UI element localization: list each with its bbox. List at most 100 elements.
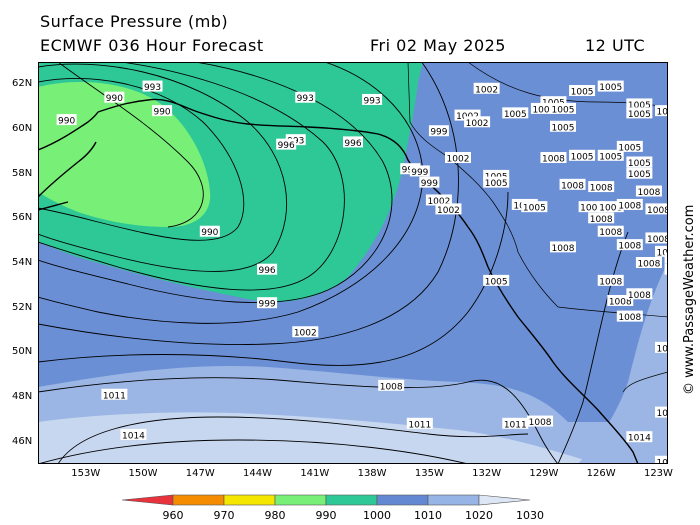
svg-text:1005: 1005 bbox=[628, 101, 651, 111]
svg-text:1008: 1008 bbox=[590, 215, 613, 225]
svg-text:1014: 1014 bbox=[657, 458, 668, 464]
isobar-label: 1008 bbox=[588, 212, 615, 225]
isobar-label: 990 bbox=[56, 114, 77, 127]
svg-text:1002: 1002 bbox=[294, 329, 317, 339]
lon-tick-label: 129W bbox=[529, 468, 559, 479]
isobar-label: 1008 bbox=[616, 198, 643, 211]
isobar-label: 1008 bbox=[635, 185, 662, 198]
isobar-label: 1005 bbox=[626, 167, 653, 180]
lon-tick-label: 132W bbox=[472, 468, 502, 479]
svg-text:1008: 1008 bbox=[637, 188, 660, 198]
svg-text:1008: 1008 bbox=[609, 297, 632, 307]
svg-text:1008: 1008 bbox=[599, 277, 622, 287]
isobar-label: 990 bbox=[199, 225, 220, 238]
svg-text:996: 996 bbox=[344, 139, 361, 149]
isobar-label: 1008 bbox=[597, 225, 624, 238]
band-1020-1030 bbox=[38, 412, 598, 464]
isobar-label: 999 bbox=[428, 125, 449, 138]
isobar-label: 1014 bbox=[655, 455, 668, 464]
svg-text:990: 990 bbox=[58, 117, 75, 127]
svg-text:990: 990 bbox=[201, 228, 218, 238]
svg-text:1008: 1008 bbox=[618, 201, 641, 211]
svg-text:1008: 1008 bbox=[542, 155, 565, 165]
isobar-label: 1002 bbox=[292, 326, 319, 339]
svg-text:996: 996 bbox=[278, 141, 295, 151]
svg-text:1005: 1005 bbox=[485, 277, 508, 287]
svg-text:990: 990 bbox=[106, 94, 123, 104]
isobar-label: 1008 bbox=[550, 241, 576, 254]
isobar-label: 1005 bbox=[521, 201, 548, 214]
svg-text:1002: 1002 bbox=[447, 155, 470, 165]
lat-tick-label: 60N bbox=[12, 123, 33, 134]
svg-text:1005: 1005 bbox=[485, 179, 508, 189]
legend-swatch bbox=[121, 494, 174, 506]
svg-text:1008: 1008 bbox=[647, 206, 668, 216]
isobar-label: 993 bbox=[362, 93, 383, 106]
lat-tick-label: 48N bbox=[12, 391, 33, 402]
legend-swatch bbox=[223, 494, 276, 506]
svg-text:1005: 1005 bbox=[599, 83, 622, 93]
isobar-label: 1008 bbox=[645, 203, 668, 216]
isobar-label: 1008 bbox=[626, 288, 653, 301]
svg-text:1008: 1008 bbox=[647, 235, 668, 245]
svg-text:1008: 1008 bbox=[380, 382, 403, 392]
svg-text:999: 999 bbox=[430, 128, 447, 138]
pressure-map: 9909939909909939939939969969999939999999… bbox=[38, 62, 668, 464]
lon-tick-label: 150W bbox=[128, 468, 158, 479]
lon-tick-label: 141W bbox=[300, 468, 330, 479]
legend-tick-label: 960 bbox=[162, 509, 184, 522]
isobar-label: 999 bbox=[419, 176, 440, 189]
isobar-label: 1005 bbox=[626, 156, 653, 169]
isobar-label: 1008 bbox=[616, 310, 643, 323]
svg-text:1008: 1008 bbox=[637, 260, 660, 270]
lat-tick-label: 62N bbox=[12, 78, 33, 90]
svg-text:1008: 1008 bbox=[529, 418, 552, 428]
isobar-label: 990 bbox=[152, 105, 173, 118]
isobar-label: 993 bbox=[295, 91, 316, 104]
isobar-label: 1008 bbox=[635, 257, 662, 270]
legend-tick-label: 980 bbox=[264, 509, 286, 522]
isobar-label: 1005 bbox=[616, 140, 643, 153]
svg-text:990: 990 bbox=[153, 108, 170, 118]
isobar-label: 993 bbox=[142, 80, 163, 93]
isobar-label: 1008 bbox=[655, 245, 668, 258]
legend-tick-label: 1010 bbox=[414, 509, 442, 522]
legend-tick-label: 970 bbox=[213, 509, 235, 522]
svg-text:1008: 1008 bbox=[618, 313, 641, 323]
isobar-label: 990 bbox=[104, 91, 125, 104]
isobar-label: 1005 bbox=[569, 149, 596, 162]
isobar-label: 1008 bbox=[607, 294, 634, 307]
band-1010-1020-coast bbox=[578, 262, 668, 464]
svg-text:999: 999 bbox=[421, 179, 438, 189]
lon-tick-label: 147W bbox=[185, 468, 215, 479]
svg-text:1008: 1008 bbox=[628, 291, 651, 301]
isobar-label: 1014 bbox=[626, 431, 653, 444]
svg-text:1014: 1014 bbox=[628, 434, 651, 444]
legend-swatch bbox=[172, 494, 225, 506]
isobar-label: 1005 bbox=[483, 176, 510, 189]
svg-text:1011: 1011 bbox=[103, 391, 126, 401]
lon-tick-label: 126W bbox=[586, 468, 616, 479]
isobar-label: 1008 bbox=[559, 178, 586, 191]
forecast-time: 12 UTC bbox=[585, 36, 646, 55]
isobar-label: 1005 bbox=[502, 107, 529, 120]
lat-tick-label: 58N bbox=[12, 167, 33, 179]
svg-text:1011: 1011 bbox=[504, 420, 527, 430]
svg-text:993: 993 bbox=[363, 96, 380, 106]
lon-tick-label: 138W bbox=[357, 468, 387, 479]
isobar-label: 1011 bbox=[406, 417, 433, 430]
isobar-label: 1005 bbox=[626, 98, 653, 111]
isobar-label: 1008 bbox=[655, 105, 668, 118]
lon-tick-label: 135W bbox=[414, 468, 444, 479]
legend-tick-label: 1030 bbox=[516, 509, 544, 522]
isobar-label: 1002 bbox=[435, 203, 462, 216]
svg-text:1005: 1005 bbox=[552, 123, 575, 133]
lat-tick-label: 54N bbox=[12, 257, 33, 268]
isobar-label: 1002 bbox=[425, 194, 452, 207]
isobar-label: 1008 bbox=[578, 201, 605, 214]
svg-text:1008: 1008 bbox=[618, 242, 641, 252]
svg-text:993: 993 bbox=[297, 94, 314, 104]
svg-text:1008: 1008 bbox=[552, 244, 575, 254]
lon-tick-label: 123W bbox=[643, 468, 673, 479]
isobar-label: 1008 bbox=[588, 181, 615, 194]
